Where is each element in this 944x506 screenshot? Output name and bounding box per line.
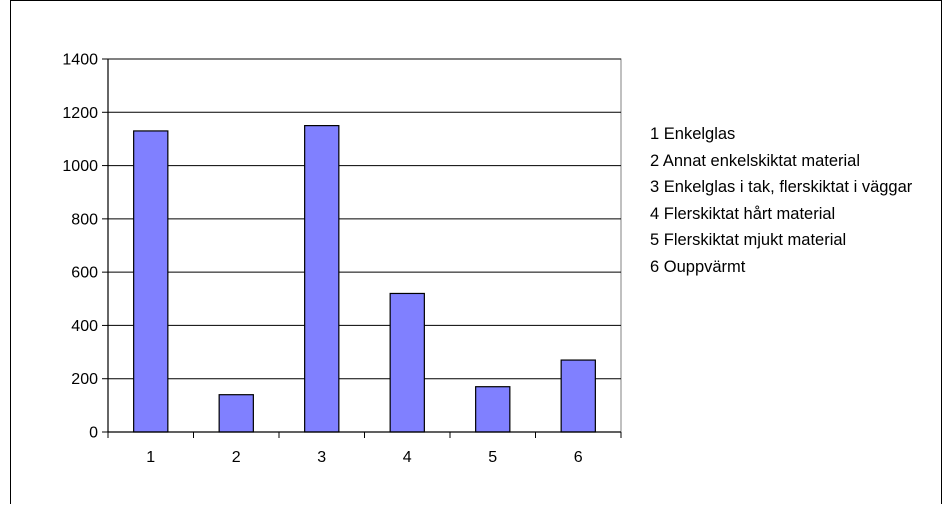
x-tick-label: 6 [574,449,583,466]
bar-4 [389,292,425,433]
legend-item-1: 1 Enkelglas [650,125,736,143]
bar-1 [133,130,169,433]
x-tick-label: 4 [403,449,412,466]
x-tick-label: 3 [317,449,326,466]
legend-item-4: 4 Flerskiktat hårt material [650,204,836,223]
y-tick-label: 200 [71,371,98,388]
legend: 1 Enkelglas 2 Annat enkelskiktat materia… [650,121,920,280]
x-tick-labels: 1 2 3 4 5 6 [146,449,583,466]
bar-5 [475,386,511,433]
legend-item-6: 6 Ouppvärmt [650,257,746,276]
plot-area [107,58,622,433]
x-tick-label: 1 [146,449,155,466]
x-tick-label: 2 [232,449,241,466]
y-tick-label: 1200 [62,105,98,122]
bars [133,125,596,433]
bar-2 [218,394,254,433]
x-tick-label: 5 [488,449,497,466]
bar-3 [304,125,340,433]
y-tick-labels: 0 200 400 600 800 1000 1200 1400 [62,52,98,442]
y-tick-label: 0 [89,425,98,442]
y-tick-label: 400 [71,318,98,335]
y-tick-label: 600 [71,265,98,282]
y-tick-label: 1000 [62,158,98,175]
legend-item-3: 3 Enkelglas i tak, flerskiktat i väggar [650,178,913,196]
y-tick-label: 800 [71,211,98,228]
chart-frame [10,0,942,504]
axes [102,58,622,438]
gridlines [108,58,621,380]
legend-item-5: 5 Flerskiktat mjukt material [650,231,847,249]
bar-6 [560,359,596,433]
legend-item-2: 2 Annat enkelskiktat material [650,151,861,170]
y-tick-label: 1400 [62,52,98,69]
